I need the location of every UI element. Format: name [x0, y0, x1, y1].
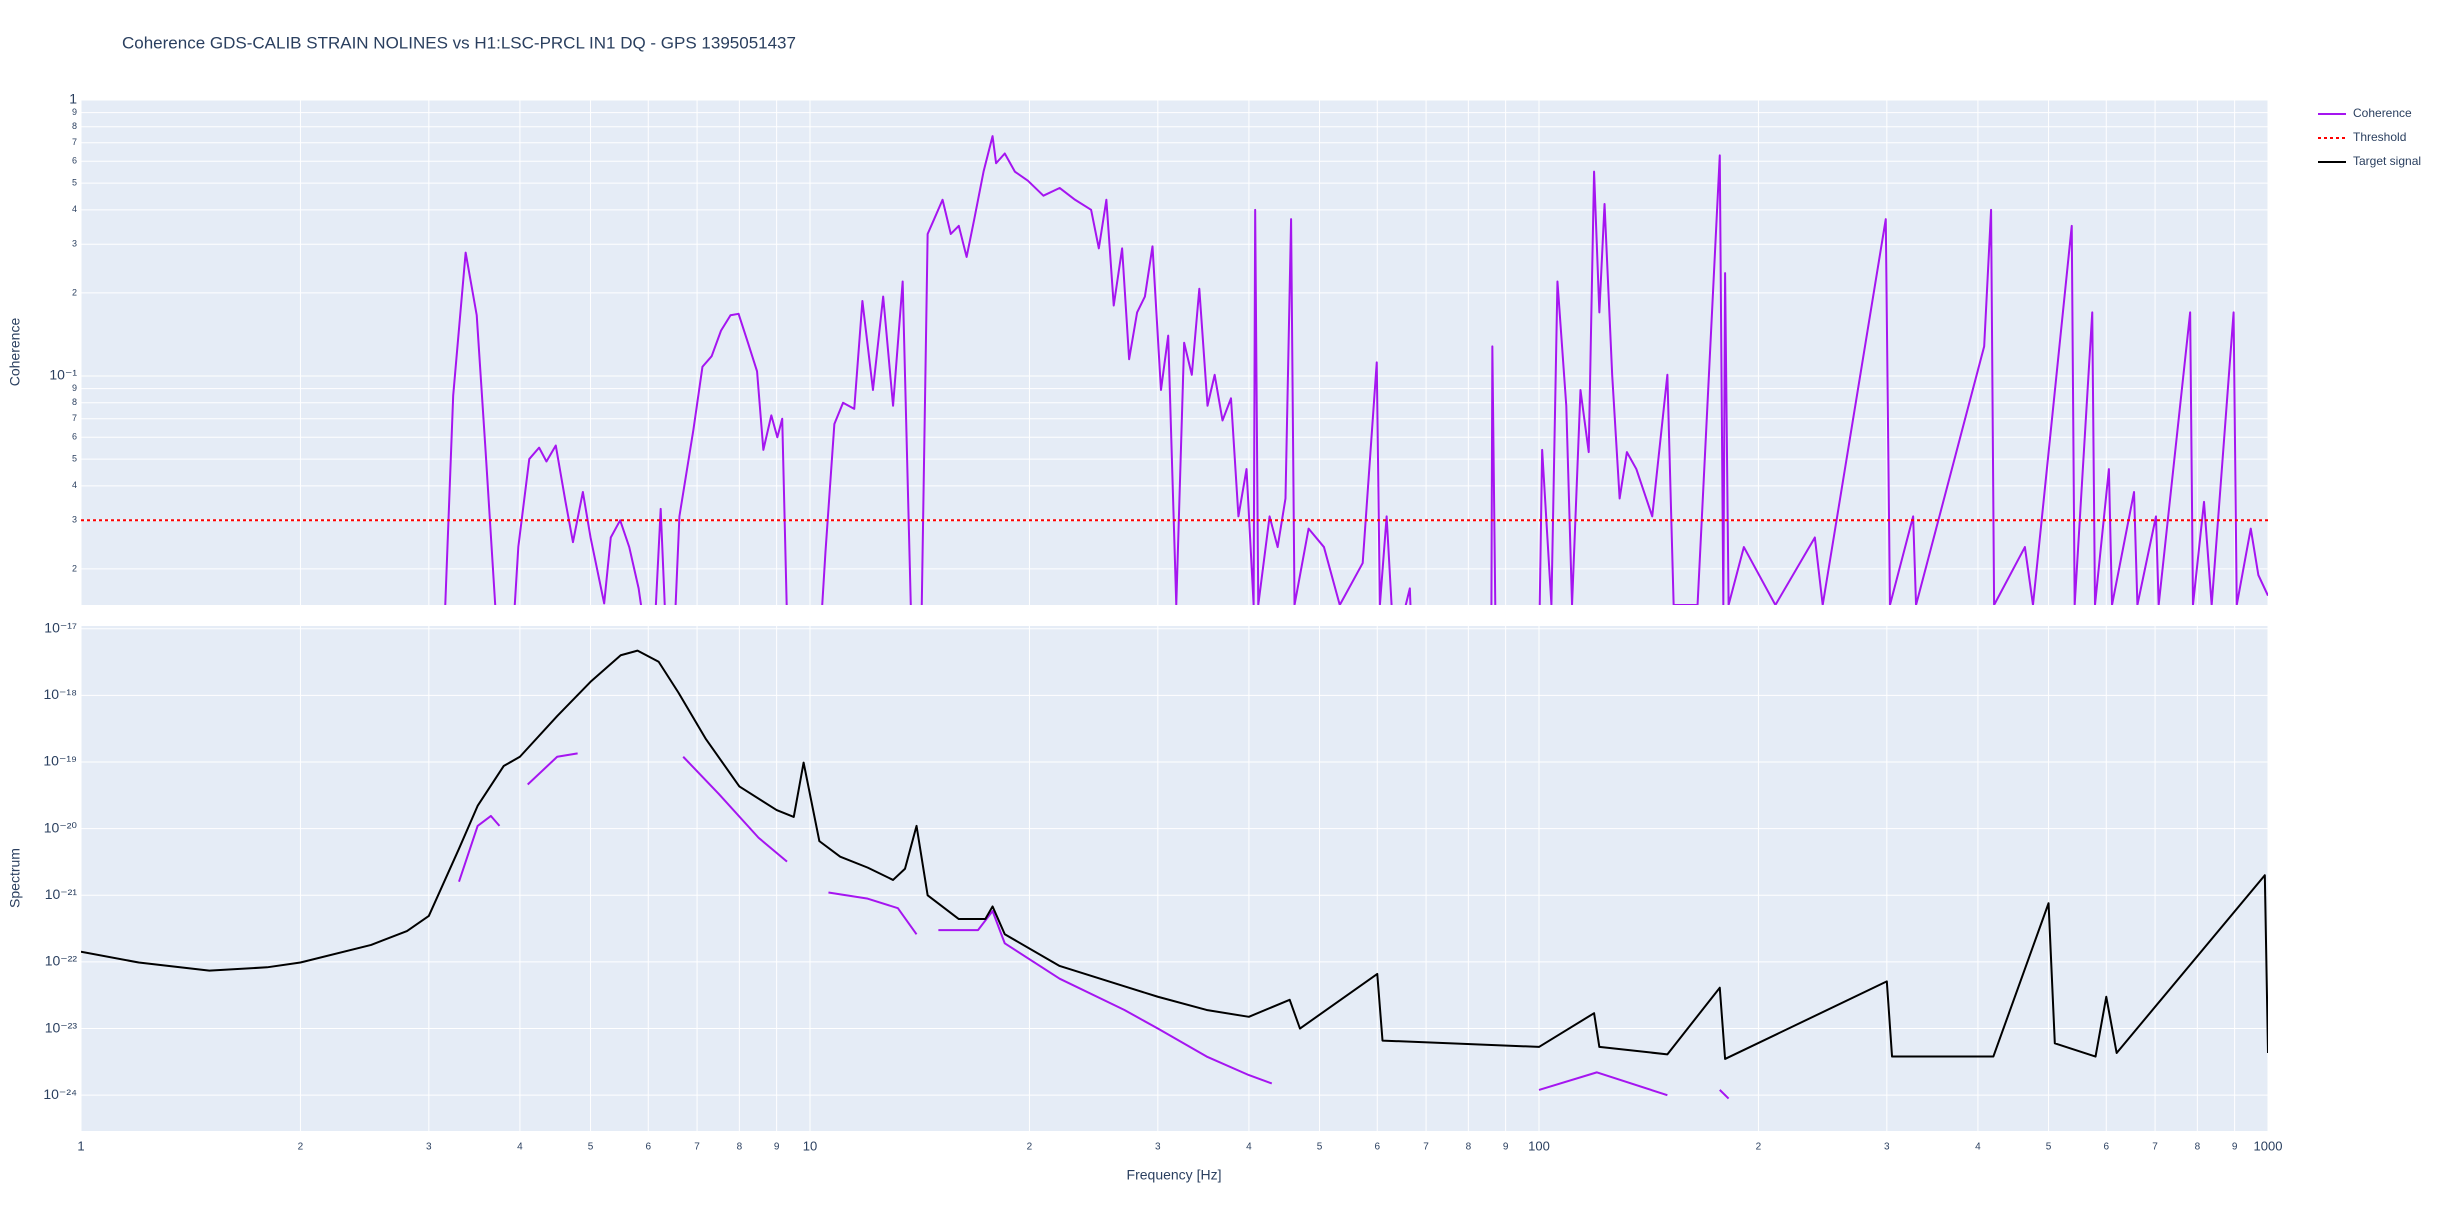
series-line	[81, 649, 2268, 1060]
x-tick-label: 5	[588, 1142, 594, 1153]
plot-area	[81, 626, 2268, 1131]
x-tick-label: 6	[2103, 1142, 2109, 1153]
x-tick-label: 5	[2046, 1142, 2052, 1153]
x-tick-label: 6	[645, 1142, 651, 1153]
x-tick-label: 4	[1975, 1142, 1981, 1153]
x-tick-label: 1	[77, 1138, 84, 1153]
legend-label: Coherence	[2353, 106, 2412, 120]
x-axis-label: Frequency [Hz]	[1127, 1167, 1222, 1183]
y-tick-label: 10⁻²⁰	[44, 819, 78, 835]
x-tick-label: 3	[426, 1142, 432, 1153]
x-tick-label: 6	[1374, 1142, 1380, 1153]
y-tick-label: 10⁻²²	[45, 953, 78, 969]
x-tick-label: 2	[1756, 1142, 1762, 1153]
y-tick-label: 8	[72, 397, 77, 407]
plot-lines	[81, 135, 2268, 605]
y-tick-label: 5	[72, 177, 77, 187]
x-tick-label: 4	[517, 1142, 523, 1153]
y-tick-label: 6	[72, 156, 77, 166]
legend-label: Target signal	[2353, 154, 2421, 168]
y-tick-label: 3	[72, 515, 77, 525]
y-axis-label: Spectrum	[7, 848, 23, 908]
x-tick-label: 9	[774, 1142, 780, 1153]
y-tick-label: 10⁻²¹	[45, 886, 78, 902]
x-tick-label: 3	[1155, 1142, 1161, 1153]
y-tick-label: 4	[72, 480, 77, 490]
legend-label: Threshold	[2353, 130, 2406, 144]
y-tick-label: 5	[72, 453, 77, 463]
x-tick-label: 2	[298, 1142, 304, 1153]
x-tick-label: 7	[694, 1142, 700, 1153]
y-tick-label: 3	[72, 239, 77, 249]
y-tick-label: 10⁻²³	[45, 1019, 78, 1035]
y-tick-label: 6	[72, 432, 77, 442]
y-tick-label: 2	[72, 287, 77, 297]
x-tick-label: 1000	[2254, 1138, 2283, 1153]
x-tick-label: 7	[1423, 1142, 1429, 1153]
series-line	[458, 752, 1730, 1100]
x-tick-label: 9	[2232, 1142, 2238, 1153]
y-tick-label: 7	[72, 413, 77, 423]
x-tick-label: 5	[1317, 1142, 1323, 1153]
y-tick-label: 9	[72, 383, 77, 393]
x-tick-label: 7	[2152, 1142, 2158, 1153]
x-tick-label: 2	[1027, 1142, 1033, 1153]
y-tick-label: 10⁻¹⁸	[43, 686, 77, 702]
x-tick-label: 8	[1466, 1142, 1472, 1153]
x-tick-label: 3	[1884, 1142, 1890, 1153]
y-tick-label: 10⁻²⁴	[43, 1086, 77, 1102]
y-tick-label: 2	[72, 563, 77, 573]
y-tick-label: 10⁻¹⁷	[44, 619, 77, 635]
y-tick-label: 7	[72, 137, 77, 147]
y-tick-label: 10⁻¹⁹	[43, 753, 77, 769]
chart-title: Coherence GDS-CALIB STRAIN NOLINES vs H1…	[122, 33, 796, 52]
x-tick-label: 8	[2195, 1142, 2201, 1153]
x-tick-label: 10	[803, 1138, 817, 1153]
series-line	[444, 135, 2268, 605]
x-tick-label: 4	[1246, 1142, 1252, 1153]
plot-lines	[81, 649, 2268, 1100]
y-tick-label: 9	[72, 107, 77, 117]
x-tick-label: 9	[1503, 1142, 1509, 1153]
y-axis-label: Coherence	[7, 318, 23, 387]
y-tick-label: 8	[72, 121, 77, 131]
y-tick-label: 4	[72, 204, 77, 214]
x-tick-label: 100	[1528, 1138, 1550, 1153]
x-tick-label: 8	[737, 1142, 743, 1153]
y-tick-label: 10⁻¹	[49, 367, 77, 383]
y-tick-label: 1	[69, 91, 77, 107]
